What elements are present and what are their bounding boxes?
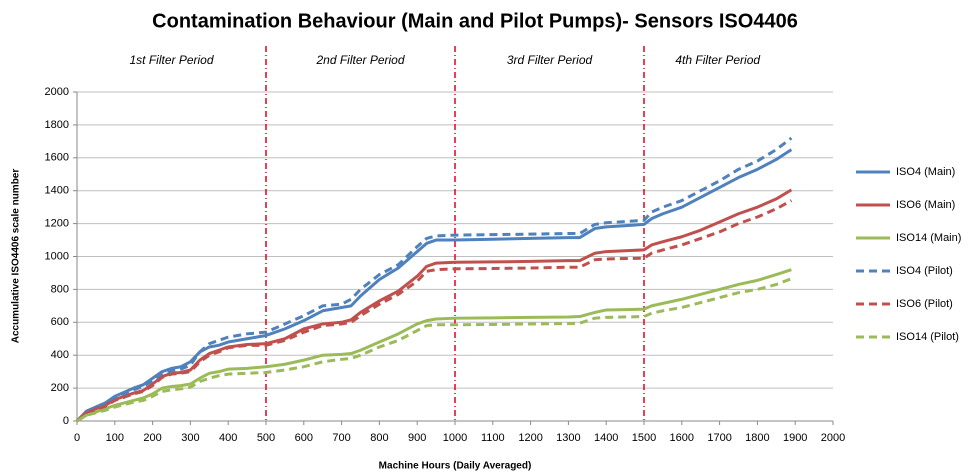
period-label: 4th Filter Period bbox=[675, 53, 760, 67]
x-tick-label: 600 bbox=[295, 432, 313, 444]
data-line bbox=[76, 199, 793, 423]
x-tick-label: 1400 bbox=[594, 432, 618, 444]
period-label: 1st Filter Period bbox=[129, 53, 213, 67]
y-tick-label: 1800 bbox=[45, 119, 69, 131]
data-line bbox=[75, 136, 793, 423]
x-axis-title: Machine Hours (Daily Averaged) bbox=[379, 461, 532, 472]
y-tick-label: 2000 bbox=[45, 86, 69, 98]
legend-label: ISO14 (Pilot) bbox=[896, 331, 959, 343]
x-tick-label: 300 bbox=[181, 432, 199, 444]
x-tick-label: 1000 bbox=[443, 432, 467, 444]
y-tick-label: 1600 bbox=[45, 152, 69, 164]
x-tick-label: 1800 bbox=[745, 432, 769, 444]
y-tick-label: 800 bbox=[51, 283, 69, 295]
chart-title: Contamination Behaviour (Main and Pilot … bbox=[152, 10, 798, 32]
y-tick-label: 0 bbox=[63, 415, 69, 427]
y-tick-label: 600 bbox=[51, 316, 69, 328]
x-tick-label: 400 bbox=[219, 432, 237, 444]
x-tick-label: 200 bbox=[143, 432, 161, 444]
legend-label: ISO4 (Pilot) bbox=[896, 265, 953, 277]
y-tick-label: 400 bbox=[51, 349, 69, 361]
y-tick-label: 1400 bbox=[45, 185, 69, 197]
y-tick-label: 1200 bbox=[45, 218, 69, 230]
period-label: 2nd Filter Period bbox=[315, 53, 404, 67]
data-line bbox=[76, 268, 792, 423]
legend-label: ISO6 (Main) bbox=[896, 199, 955, 211]
x-tick-label: 700 bbox=[332, 432, 350, 444]
x-tick-label: 1200 bbox=[518, 432, 542, 444]
x-tick-label: 800 bbox=[370, 432, 388, 444]
x-tick-label: 500 bbox=[257, 432, 275, 444]
x-tick-label: 1700 bbox=[707, 432, 731, 444]
x-tick-label: 0 bbox=[74, 432, 80, 444]
x-tick-label: 1100 bbox=[481, 432, 505, 444]
period-label: 3rd Filter Period bbox=[507, 53, 593, 67]
legend-label: ISO14 (Main) bbox=[896, 232, 961, 244]
y-axis-title: Accumulative ISO4406 scale number bbox=[11, 169, 22, 344]
x-tick-label: 2000 bbox=[821, 432, 845, 444]
x-tick-label: 1900 bbox=[783, 432, 807, 444]
y-tick-label: 1000 bbox=[45, 250, 69, 262]
legend-label: ISO4 (Main) bbox=[896, 166, 955, 178]
x-tick-label: 100 bbox=[106, 432, 124, 444]
data-line bbox=[75, 148, 793, 423]
x-tick-label: 900 bbox=[408, 432, 426, 444]
legend-label: ISO6 (Pilot) bbox=[896, 298, 953, 310]
x-tick-label: 1600 bbox=[670, 432, 694, 444]
x-tick-label: 1300 bbox=[556, 432, 580, 444]
y-tick-label: 200 bbox=[51, 382, 69, 394]
x-tick-label: 1500 bbox=[632, 432, 656, 444]
